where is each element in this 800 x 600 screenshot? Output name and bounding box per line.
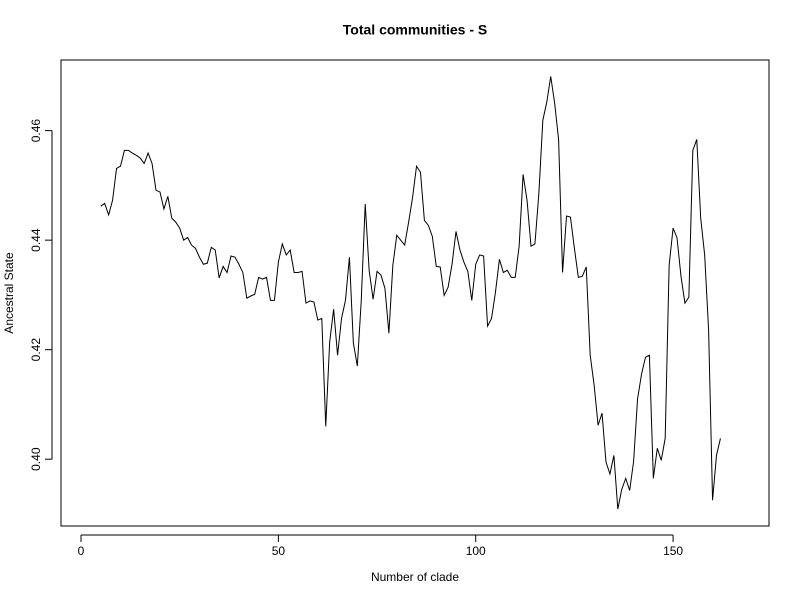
x-tick-label: 100 [466,544,486,558]
y-tick-label: 0.46 [29,119,43,143]
y-tick-label: 0.44 [29,228,43,252]
x-axis-label: Number of clade [371,570,459,584]
y-tick-label: 0.42 [29,338,43,362]
x-tick-label: 150 [663,544,683,558]
data-line [100,76,721,510]
y-tick-label: 0.40 [29,447,43,471]
plot-box [60,59,770,527]
y-axis-label: Ancestral State [2,252,16,334]
x-tick-label: 50 [272,544,286,558]
chart-title: Total communities - S [343,22,487,38]
x-tick-label: 0 [78,544,85,558]
